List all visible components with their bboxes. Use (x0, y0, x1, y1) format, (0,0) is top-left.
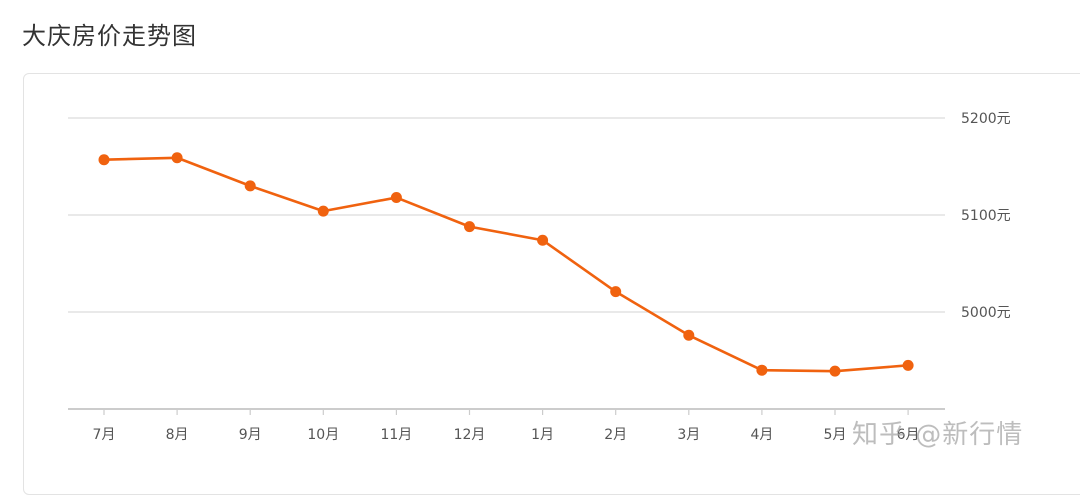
data-point[interactable] (756, 364, 768, 376)
x-tick-label: 6月 (897, 427, 920, 443)
data-point[interactable] (537, 234, 549, 246)
y-tick-label: 5000元 (961, 305, 1011, 321)
page-title: 大庆房价走势图 (22, 22, 197, 50)
x-tick-label: 5月 (824, 427, 847, 443)
axis-layer: 5000元 5100元 5200元 7月 8月 9月 10月 11月 12月 1月 2月 3月 4月 5月… (93, 111, 1011, 443)
x-tick-label: 10月 (307, 427, 339, 443)
data-point[interactable] (464, 221, 475, 233)
x-tick-label: 4月 (750, 427, 773, 443)
series-layer (103, 156, 909, 373)
x-tick-label: 7月 (93, 427, 116, 443)
price-trend-chart: 5000元 5100元 5200元 7月 8月 9月 10月 11月 12月 1月 2月 3月 4月 5月… (68, 111, 1011, 443)
x-tick-label: 3月 (677, 427, 700, 443)
points-layer (98, 152, 914, 377)
data-point[interactable] (317, 205, 329, 217)
x-tick-label: 8月 (166, 427, 189, 443)
data-point[interactable] (610, 286, 622, 298)
data-point[interactable] (390, 192, 402, 204)
grid-layer (68, 117, 945, 410)
series-line (103, 156, 909, 373)
data-point[interactable] (902, 359, 914, 371)
data-point[interactable] (98, 154, 110, 166)
x-tick-label: 11月 (380, 427, 412, 443)
y-tick-label: 5100元 (961, 208, 1011, 224)
data-point[interactable] (244, 180, 256, 192)
data-point[interactable] (171, 152, 183, 164)
y-tick-label: 5200元 (961, 111, 1011, 127)
x-tick-label: 2月 (604, 427, 627, 443)
x-tick-label: 1月 (531, 427, 554, 443)
chart-card (23, 73, 1080, 495)
x-tick-label: 9月 (239, 427, 262, 443)
data-point[interactable] (683, 329, 695, 341)
watermark: 知乎 @新行情 (852, 420, 1024, 450)
x-tick-label: 12月 (454, 427, 486, 443)
data-point[interactable] (829, 365, 841, 377)
